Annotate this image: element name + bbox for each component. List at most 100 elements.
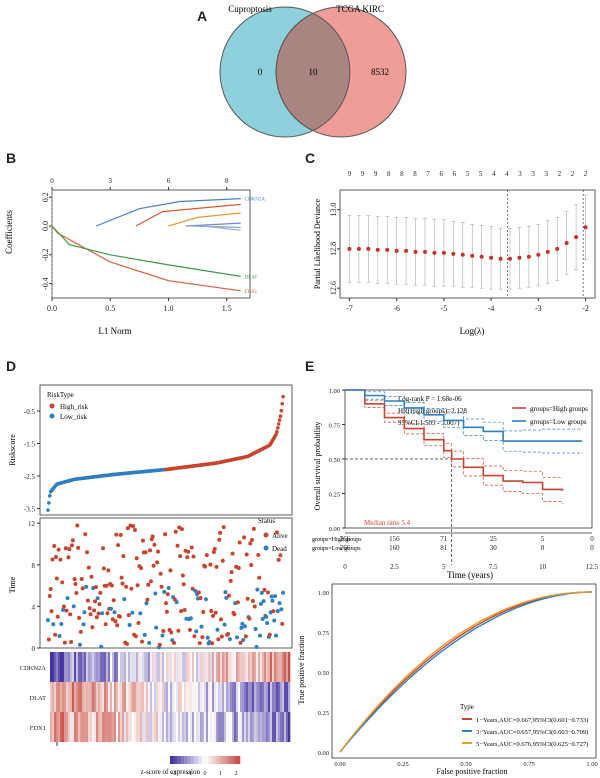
heatmap-cell bbox=[180, 682, 183, 712]
heatmap-cell bbox=[62, 652, 65, 682]
cv-point bbox=[356, 246, 361, 251]
status-point bbox=[57, 633, 62, 638]
status-point bbox=[275, 609, 280, 614]
venn-left-label: Cuproptosis bbox=[228, 4, 272, 14]
heatmap-cell bbox=[226, 682, 229, 712]
heatmap-cell bbox=[94, 652, 97, 682]
status-point bbox=[132, 528, 137, 533]
heatmap-cell bbox=[252, 652, 255, 682]
status-point bbox=[273, 594, 278, 599]
status-point bbox=[276, 557, 281, 562]
cv-point bbox=[498, 256, 503, 261]
heatmap-cell bbox=[50, 682, 53, 712]
cv-top-tick-label: 4 bbox=[505, 170, 509, 178]
heatmap-colorbar-segment bbox=[222, 756, 227, 764]
heatmap-cell bbox=[152, 712, 155, 742]
status-point bbox=[267, 632, 272, 637]
heatmap-cell bbox=[166, 682, 169, 712]
status-point bbox=[181, 582, 186, 587]
heatmap-cell bbox=[278, 712, 281, 742]
cv-top-tick-label: 6 bbox=[453, 170, 457, 178]
heatmap-cell bbox=[182, 682, 185, 712]
heatmap-cell bbox=[218, 712, 221, 742]
status-point bbox=[216, 637, 221, 642]
cv-x-tick-label: -2 bbox=[582, 304, 589, 313]
heatmap-cell bbox=[170, 682, 173, 712]
heatmap-cell bbox=[236, 682, 239, 712]
heatmap-cell bbox=[58, 652, 61, 682]
status-point bbox=[165, 592, 170, 597]
status-point bbox=[162, 589, 167, 594]
heatmap-cell bbox=[136, 682, 139, 712]
heatmap-cell bbox=[90, 652, 93, 682]
cv-point bbox=[526, 254, 531, 259]
cv-point bbox=[555, 246, 560, 251]
heatmap-cell bbox=[160, 682, 163, 712]
status-point bbox=[115, 623, 120, 628]
status-point bbox=[247, 616, 252, 621]
status-point bbox=[238, 640, 243, 645]
status-point bbox=[176, 628, 181, 633]
status-point bbox=[157, 642, 162, 647]
status-point bbox=[63, 546, 68, 551]
heatmap-cell bbox=[60, 682, 63, 712]
heatmap-cell bbox=[178, 652, 181, 682]
heatmap-cell bbox=[104, 682, 107, 712]
roc-legend-3y: 3−Years,AUC=0.657,95%CI(0.603−0.709) bbox=[476, 729, 588, 736]
status-point bbox=[117, 614, 122, 619]
heatmap-cell bbox=[64, 652, 67, 682]
status-point bbox=[203, 597, 208, 602]
heatmap-cell bbox=[154, 712, 157, 742]
status-point bbox=[144, 601, 149, 606]
status-point bbox=[221, 525, 226, 530]
heatmap-cell bbox=[74, 682, 77, 712]
heatmap-cell bbox=[84, 682, 87, 712]
heatmap-cell bbox=[92, 682, 95, 712]
lasso-y-tick-label: -0.2 bbox=[41, 248, 50, 261]
cv-top-tick-label: 5 bbox=[466, 170, 470, 178]
status-point bbox=[86, 565, 91, 570]
status-point bbox=[215, 627, 220, 632]
status-point bbox=[223, 590, 228, 595]
risk-legend-title: RiskType bbox=[47, 391, 74, 399]
status-point bbox=[212, 546, 217, 551]
roc-curve-2 bbox=[339, 591, 593, 753]
cv-top-tick-label: 3 bbox=[531, 170, 535, 178]
heatmap-cell bbox=[266, 712, 269, 742]
risk-point bbox=[275, 426, 280, 430]
heatmap-colorbar-tick-label: 1 bbox=[219, 770, 222, 777]
heatmap-cell bbox=[98, 712, 101, 742]
heatmap-cell bbox=[220, 682, 223, 712]
heatmap-cell bbox=[172, 682, 175, 712]
status-point bbox=[248, 541, 253, 546]
status-point bbox=[70, 538, 75, 543]
heatmap-colorbar-segment bbox=[191, 756, 195, 764]
heatmap-cell bbox=[286, 712, 289, 742]
cv-point bbox=[564, 241, 569, 246]
status-point bbox=[93, 599, 98, 604]
heatmap-cell bbox=[258, 712, 261, 742]
heatmap-cell bbox=[172, 652, 175, 682]
heatmap-cell bbox=[202, 652, 205, 682]
heatmap-cell bbox=[188, 712, 191, 742]
heatmap-cell bbox=[268, 652, 271, 682]
status-point bbox=[140, 538, 145, 543]
status-point bbox=[140, 639, 145, 644]
heatmap-cell bbox=[214, 652, 217, 682]
heatmap-cell bbox=[60, 712, 63, 742]
heatmap-cell bbox=[108, 712, 111, 742]
heatmap-cell bbox=[116, 652, 119, 682]
heatmap-cell bbox=[112, 712, 115, 742]
cv-point bbox=[517, 255, 522, 260]
status-point bbox=[186, 549, 191, 554]
status-point bbox=[193, 588, 198, 593]
roc-x-tick-label: 0.75 bbox=[523, 761, 534, 768]
heatmap-cell bbox=[248, 682, 251, 712]
lasso-ylabel: Coefficients bbox=[4, 210, 14, 254]
heatmap-cell bbox=[188, 682, 191, 712]
cv-top-tick-label: 2 bbox=[584, 170, 588, 178]
heatmap-cell bbox=[160, 652, 163, 682]
risk-point bbox=[281, 394, 285, 399]
heatmap-cell bbox=[100, 682, 103, 712]
heatmap-colorbar-segment bbox=[198, 756, 202, 764]
